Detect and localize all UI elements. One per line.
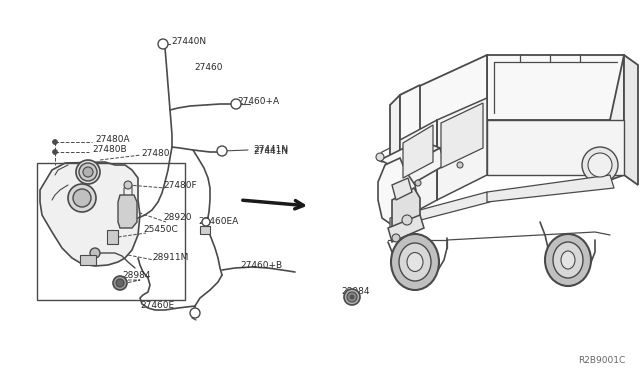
Circle shape — [124, 181, 132, 189]
Circle shape — [350, 295, 354, 299]
Text: 28984: 28984 — [122, 270, 150, 279]
Circle shape — [83, 167, 93, 177]
Polygon shape — [390, 95, 400, 170]
Ellipse shape — [545, 234, 591, 286]
Text: 28911M: 28911M — [152, 253, 188, 262]
Text: 27441N: 27441N — [253, 148, 288, 157]
Circle shape — [376, 153, 384, 161]
Ellipse shape — [561, 251, 575, 269]
Text: 28920: 28920 — [163, 214, 191, 222]
Circle shape — [76, 160, 100, 184]
Circle shape — [582, 147, 618, 183]
Text: 27480B: 27480B — [92, 145, 127, 154]
Polygon shape — [403, 125, 433, 178]
Polygon shape — [388, 215, 424, 242]
Polygon shape — [380, 140, 440, 170]
Ellipse shape — [391, 234, 439, 290]
Text: 27460+A: 27460+A — [237, 96, 279, 106]
Polygon shape — [437, 98, 487, 200]
Circle shape — [52, 140, 58, 144]
Ellipse shape — [553, 242, 583, 278]
Text: 27480: 27480 — [141, 148, 170, 157]
Ellipse shape — [407, 253, 423, 272]
Polygon shape — [392, 178, 412, 200]
Circle shape — [90, 248, 100, 258]
Text: 27480F: 27480F — [163, 180, 196, 189]
Circle shape — [392, 234, 400, 242]
Circle shape — [415, 180, 421, 186]
Text: R2B9001C: R2B9001C — [578, 356, 625, 365]
Circle shape — [402, 215, 412, 225]
Polygon shape — [400, 148, 445, 188]
Circle shape — [116, 279, 124, 287]
Polygon shape — [487, 120, 624, 175]
Circle shape — [113, 276, 127, 290]
Bar — [200, 226, 210, 234]
Polygon shape — [400, 120, 437, 220]
Circle shape — [344, 289, 360, 305]
Polygon shape — [107, 230, 118, 244]
Text: 27480A: 27480A — [95, 135, 130, 144]
Polygon shape — [400, 85, 420, 160]
Circle shape — [190, 308, 200, 318]
Polygon shape — [40, 162, 140, 266]
Polygon shape — [378, 158, 418, 225]
Text: 25450C: 25450C — [143, 225, 178, 234]
Polygon shape — [400, 55, 487, 160]
Circle shape — [217, 146, 227, 156]
Ellipse shape — [399, 243, 431, 281]
Circle shape — [231, 99, 241, 109]
Polygon shape — [441, 103, 483, 168]
Polygon shape — [118, 195, 137, 228]
Polygon shape — [487, 55, 624, 120]
Circle shape — [73, 189, 91, 207]
Bar — [80, 255, 96, 265]
Text: 27460+B: 27460+B — [240, 262, 282, 270]
Circle shape — [158, 39, 168, 49]
Polygon shape — [624, 55, 638, 185]
Circle shape — [588, 153, 612, 177]
Text: 28984: 28984 — [341, 288, 369, 296]
Circle shape — [457, 162, 463, 168]
Circle shape — [52, 150, 58, 154]
Text: 27460EA: 27460EA — [198, 217, 238, 225]
Polygon shape — [390, 192, 490, 228]
Text: 27440N: 27440N — [171, 36, 206, 45]
Circle shape — [68, 184, 96, 212]
Bar — [37, 163, 185, 300]
Polygon shape — [610, 55, 624, 180]
Circle shape — [347, 292, 357, 302]
Polygon shape — [392, 188, 420, 232]
Polygon shape — [487, 175, 614, 202]
Circle shape — [202, 218, 210, 226]
Text: 27460E: 27460E — [140, 301, 174, 311]
Text: 27441N: 27441N — [253, 144, 288, 154]
Circle shape — [79, 163, 97, 181]
Text: 27460: 27460 — [194, 64, 223, 73]
